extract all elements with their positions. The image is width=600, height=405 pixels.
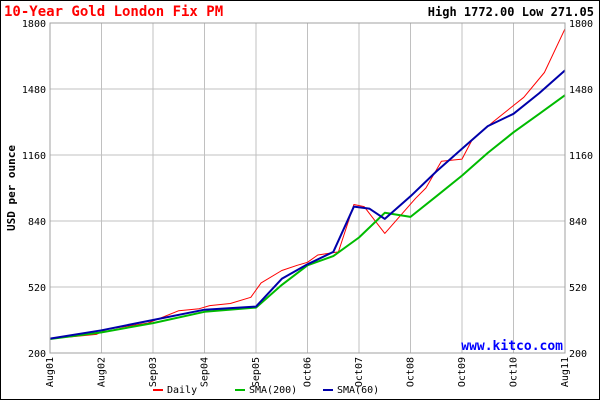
series-line-sma-60	[49, 69, 566, 340]
low-value: 271.05	[551, 5, 594, 19]
legend-label-sma-60: SMA(60)	[337, 385, 379, 396]
high-low-readout: High 1772.00 Low 271.05	[428, 5, 594, 19]
watermark: www.kitco.com	[461, 339, 563, 354]
y-tick-label-right: 1800	[569, 19, 593, 30]
y-tick-labels-right: 1800 1480 1160 840 520 200	[569, 19, 593, 360]
series-line-sma-200	[49, 94, 566, 340]
y-tick-labels-left: 1800 1480 1160 840 520 200	[22, 19, 46, 360]
x-tick-label: Sep04	[200, 357, 211, 387]
y-tick-label: 200	[28, 349, 46, 360]
x-tick-labels: Aug01 Aug02 Sep03 Sep04 Sep05 Oct06 Oct07 Oct08…	[45, 357, 571, 387]
y-tick-label: 1480	[22, 85, 46, 96]
x-tick-label: Oct10	[509, 357, 520, 387]
x-tick-label: Aug11	[560, 357, 571, 387]
legend: Daily SMA(200) SMA(60)	[153, 385, 379, 396]
y-tick-label: 840	[28, 217, 46, 228]
y-axis-label: USD per ounce	[5, 145, 18, 231]
x-tick-label: Oct09	[457, 357, 468, 387]
high-value: 1772.00	[464, 5, 515, 19]
x-tick-label: Aug01	[45, 357, 56, 387]
y-tick-label: 1800	[22, 19, 46, 30]
y-tick-label-right: 840	[569, 217, 587, 228]
y-tick-label: 1160	[22, 151, 46, 162]
x-tick-label: Oct06	[303, 357, 314, 387]
x-tick-label: Aug02	[97, 357, 108, 387]
y-tick-label-right: 1480	[569, 85, 593, 96]
x-tick-label: Sep03	[148, 357, 159, 387]
series-layer	[49, 28, 566, 340]
y-tick-label-right: 520	[569, 283, 587, 294]
y-tick-label-right: 1160	[569, 151, 593, 162]
high-label: High	[428, 5, 457, 19]
plot-frame	[49, 22, 566, 354]
legend-label-sma-200: SMA(200)	[249, 385, 297, 396]
y-tick-label: 520	[28, 283, 46, 294]
legend-label-daily: Daily	[167, 385, 197, 396]
y-tick-label-right: 200	[569, 349, 587, 360]
x-tick-label: Oct07	[354, 357, 365, 387]
low-label: Low	[522, 5, 544, 19]
x-tick-label: Sep05	[251, 357, 262, 387]
chart-title: 10-Year Gold London Fix PM	[4, 4, 223, 20]
x-tick-label: Oct08	[406, 357, 417, 387]
